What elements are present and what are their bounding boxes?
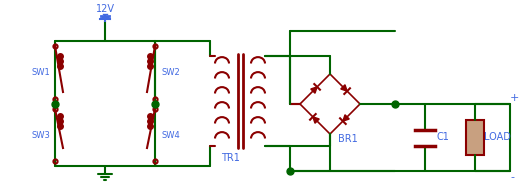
Text: SW2: SW2	[162, 68, 181, 77]
Text: TR1: TR1	[220, 153, 239, 163]
Text: C1: C1	[437, 132, 449, 142]
Bar	[466, 120, 484, 155]
Text: -: -	[510, 172, 514, 182]
Text: BR1: BR1	[338, 134, 358, 144]
Text: LOAD: LOAD	[484, 132, 510, 142]
Text: +: +	[510, 93, 519, 103]
Polygon shape	[311, 87, 317, 93]
Text: 12V: 12V	[96, 4, 114, 14]
Text: SW3: SW3	[32, 131, 50, 140]
Polygon shape	[343, 115, 349, 121]
Polygon shape	[341, 85, 347, 91]
Polygon shape	[313, 117, 319, 123]
Text: SW1: SW1	[32, 68, 50, 77]
Text: SW4: SW4	[162, 131, 181, 140]
